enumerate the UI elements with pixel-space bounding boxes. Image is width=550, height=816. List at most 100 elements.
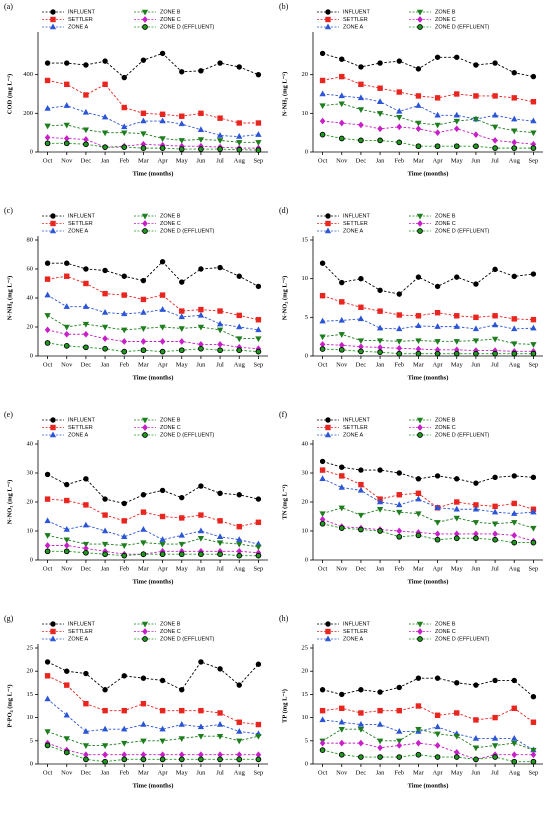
series-line [322, 76, 534, 103]
marker [396, 139, 403, 146]
marker [358, 739, 364, 747]
marker [198, 110, 204, 117]
marker [102, 707, 108, 714]
marker [179, 494, 185, 501]
marker [140, 131, 147, 138]
y-tick-label: 0 [305, 352, 308, 359]
legend-label: SETTLER [343, 629, 368, 635]
marker [339, 464, 345, 470]
legend-label: ZONE A [68, 228, 89, 234]
y-tick-label: 5 [305, 737, 308, 744]
marker [377, 287, 383, 293]
series-line [47, 342, 259, 353]
legend-marker [142, 628, 148, 635]
marker [377, 60, 383, 66]
marker [179, 515, 185, 521]
legend-label: ZONE C [160, 425, 181, 431]
marker [255, 71, 262, 78]
series-line [47, 315, 259, 340]
marker [236, 273, 242, 279]
x-tick-label: Dec [356, 157, 367, 164]
marker [319, 50, 326, 57]
marker [44, 123, 51, 130]
marker [63, 548, 70, 555]
marker [511, 734, 518, 741]
marker [140, 347, 147, 354]
marker [121, 292, 127, 298]
marker [44, 60, 51, 66]
legend-marker [50, 621, 56, 627]
marker [492, 350, 498, 357]
marker [63, 122, 70, 129]
marker [216, 733, 224, 740]
marker [358, 754, 364, 760]
marker [217, 264, 223, 271]
marker [434, 731, 441, 738]
marker [159, 677, 166, 684]
x-tick-label: Jan [376, 565, 385, 572]
marker [236, 64, 242, 70]
series-line [322, 460, 534, 484]
legend-label: ZONE A [68, 432, 89, 438]
series-line [322, 469, 534, 510]
marker [415, 102, 422, 108]
legend-marker [325, 424, 331, 431]
marker [472, 734, 480, 741]
y-tick-label: 10 [27, 527, 34, 534]
x-tick-label: Apr [158, 361, 169, 368]
marker [530, 539, 537, 546]
marker [255, 317, 262, 323]
marker [83, 280, 89, 287]
marker [101, 541, 109, 548]
marker [255, 120, 262, 126]
marker [434, 111, 441, 118]
marker [178, 721, 185, 727]
marker [396, 533, 403, 540]
x-axis-title: Time (months) [408, 374, 449, 381]
marker [102, 758, 108, 765]
marker [511, 325, 518, 332]
marker [44, 313, 51, 319]
x-tick-label: Nov [336, 361, 348, 368]
legend-label: ZONE A [68, 24, 89, 30]
x-tick-label: Jun [471, 565, 481, 572]
x-tick-label: Apr [158, 565, 169, 572]
series-line [47, 142, 259, 151]
marker [179, 707, 185, 714]
x-tick-label: Sep [254, 157, 264, 164]
marker [530, 145, 537, 151]
x-tick-label: Apr [433, 157, 444, 164]
series-line [322, 333, 534, 345]
series-line [47, 731, 259, 746]
marker [121, 74, 127, 81]
panel-label: (c) [4, 206, 13, 215]
x-tick-label: Oct [318, 565, 328, 572]
marker [511, 70, 517, 76]
marker [396, 291, 402, 297]
marker [64, 481, 70, 488]
marker [236, 756, 243, 763]
legend-marker [417, 16, 423, 23]
marker [121, 552, 128, 559]
y-tick-label: 30 [27, 469, 34, 476]
legend-label: ZONE A [343, 432, 364, 438]
panel-label: (f) [279, 410, 287, 419]
x-tick-label: Jul [216, 361, 224, 368]
marker [255, 733, 262, 740]
marker [159, 306, 166, 312]
marker [338, 316, 345, 323]
series-line [322, 318, 534, 330]
legend-label: ZONE B [160, 213, 181, 219]
marker [179, 687, 185, 693]
panel-label: (a) [4, 2, 13, 11]
legend-marker [324, 227, 332, 234]
marker [376, 721, 384, 727]
marker [358, 710, 364, 716]
marker [454, 313, 460, 319]
x-axis-title: Time (months) [408, 578, 449, 585]
marker [63, 140, 70, 147]
marker [339, 279, 345, 286]
marker [338, 483, 345, 490]
marker [473, 756, 479, 763]
x-axis-title: Time (months) [133, 782, 174, 789]
